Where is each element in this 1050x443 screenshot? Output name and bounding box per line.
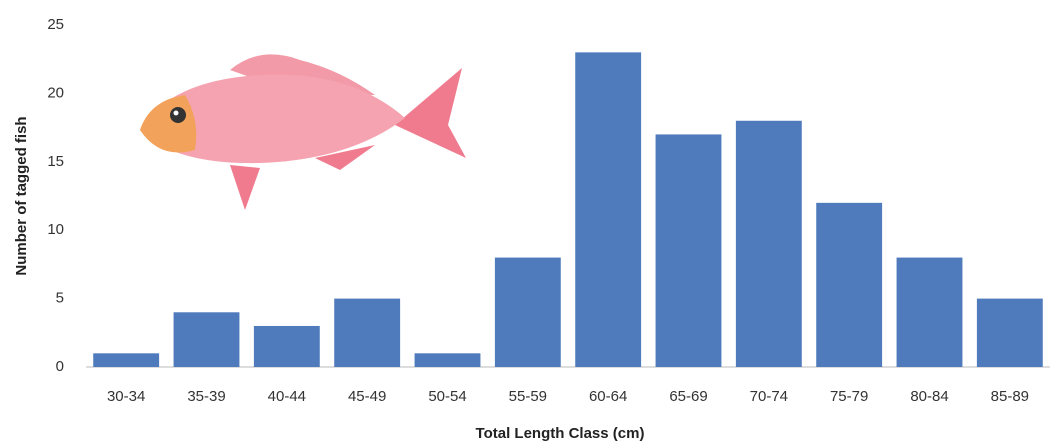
x-axis-title: Total Length Class (cm) bbox=[476, 425, 645, 442]
bar bbox=[896, 257, 963, 367]
x-tick-label: 70-74 bbox=[750, 388, 788, 405]
y-tick-label: 15 bbox=[47, 153, 64, 170]
bar bbox=[334, 298, 401, 367]
x-tick-label: 65-69 bbox=[669, 388, 707, 405]
x-tick-label: 50-54 bbox=[428, 388, 466, 405]
y-tick-label: 20 bbox=[47, 84, 64, 101]
y-tick-label: 5 bbox=[56, 290, 64, 307]
bar bbox=[414, 353, 481, 367]
y-tick-label: 0 bbox=[56, 358, 64, 375]
bar bbox=[976, 298, 1043, 367]
bar bbox=[575, 52, 642, 368]
x-tick-label: 80-84 bbox=[910, 388, 948, 405]
bar bbox=[816, 202, 883, 367]
y-axis-title: Number of tagged fish bbox=[13, 116, 30, 275]
x-tick-label: 75-79 bbox=[830, 388, 868, 405]
bar bbox=[735, 120, 802, 367]
x-tick-label: 55-59 bbox=[509, 388, 547, 405]
y-tick-label: 10 bbox=[47, 221, 64, 238]
bar bbox=[253, 325, 320, 367]
x-tick-label: 40-44 bbox=[268, 388, 306, 405]
x-tick-label: 45-49 bbox=[348, 388, 386, 405]
x-tick-label: 85-89 bbox=[991, 388, 1029, 405]
bar bbox=[173, 312, 240, 367]
x-tick-label: 60-64 bbox=[589, 388, 627, 405]
bar bbox=[655, 134, 722, 367]
x-tick-label: 35-39 bbox=[187, 388, 225, 405]
x-tick-label: 30-34 bbox=[107, 388, 145, 405]
y-tick-label: 25 bbox=[47, 16, 64, 33]
bar bbox=[93, 353, 160, 367]
bar bbox=[494, 257, 561, 367]
fish-illustration bbox=[140, 54, 466, 210]
